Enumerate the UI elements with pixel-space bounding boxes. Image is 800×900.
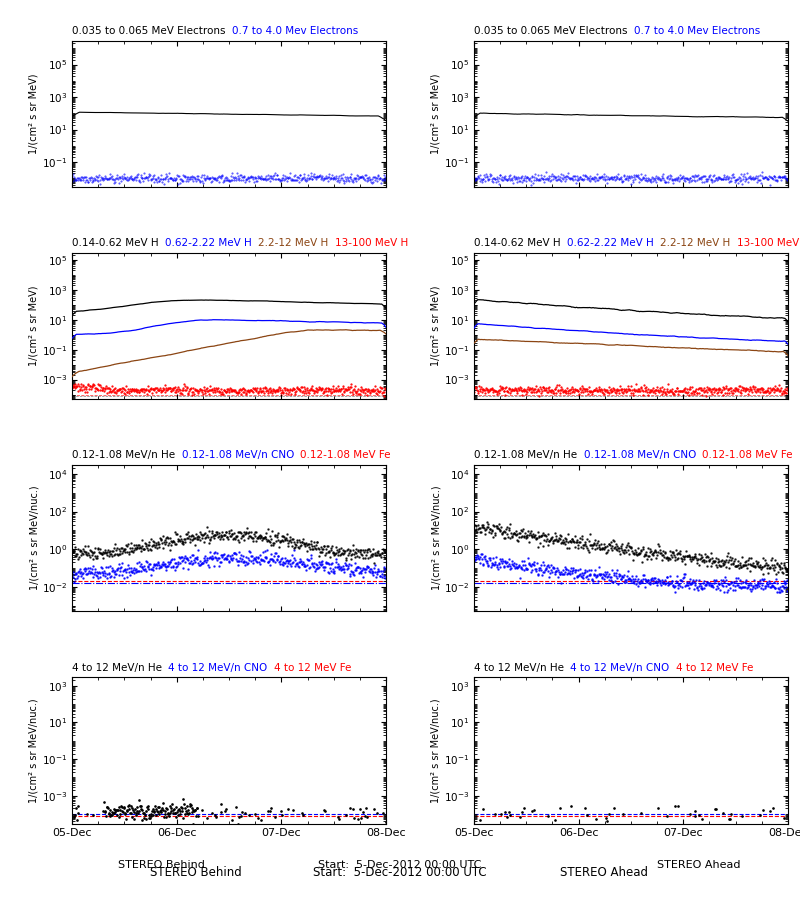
Y-axis label: 1/(cm² s sr MeV): 1/(cm² s sr MeV) [431, 74, 441, 154]
Text: STEREO Ahead: STEREO Ahead [560, 866, 648, 878]
Text: 4 to 12 MeV/n CNO: 4 to 12 MeV/n CNO [169, 662, 274, 672]
Text: STEREO Ahead: STEREO Ahead [657, 860, 740, 870]
Text: 0.62-2.22 MeV H: 0.62-2.22 MeV H [165, 238, 258, 248]
Text: 0.12-1.08 MeV Fe: 0.12-1.08 MeV Fe [301, 450, 391, 461]
Y-axis label: 1/(cm² s sr MeV/nuc.): 1/(cm² s sr MeV/nuc.) [29, 698, 39, 803]
Text: 0.12-1.08 MeV/n CNO: 0.12-1.08 MeV/n CNO [182, 450, 301, 461]
Y-axis label: 1/(cm² s sr MeV/nuc.): 1/(cm² s sr MeV/nuc.) [29, 486, 39, 590]
Text: STEREO Behind: STEREO Behind [150, 866, 242, 878]
Text: 0.7 to 4.0 Mev Electrons: 0.7 to 4.0 Mev Electrons [232, 26, 358, 36]
Text: 0.12-1.08 MeV Fe: 0.12-1.08 MeV Fe [702, 450, 793, 461]
Y-axis label: 1/(cm² s sr MeV): 1/(cm² s sr MeV) [29, 74, 39, 154]
Text: Start:  5-Dec-2012 00:00 UTC: Start: 5-Dec-2012 00:00 UTC [313, 866, 487, 878]
Text: 0.12-1.08 MeV/n CNO: 0.12-1.08 MeV/n CNO [583, 450, 702, 461]
Text: 0.035 to 0.065 MeV Electrons: 0.035 to 0.065 MeV Electrons [474, 26, 634, 36]
Text: 4 to 12 MeV Fe: 4 to 12 MeV Fe [676, 662, 754, 672]
Y-axis label: 1/(cm² s sr MeV/nuc.): 1/(cm² s sr MeV/nuc.) [431, 486, 441, 590]
Text: 13-100 MeV H: 13-100 MeV H [335, 238, 408, 248]
Text: 4 to 12 MeV Fe: 4 to 12 MeV Fe [274, 662, 352, 672]
Text: 2.2-12 MeV H: 2.2-12 MeV H [258, 238, 335, 248]
Text: 0.12-1.08 MeV/n He: 0.12-1.08 MeV/n He [474, 450, 583, 461]
Text: 0.035 to 0.065 MeV Electrons: 0.035 to 0.065 MeV Electrons [72, 26, 232, 36]
Text: 0.12-1.08 MeV/n He: 0.12-1.08 MeV/n He [72, 450, 182, 461]
Text: 4 to 12 MeV/n He: 4 to 12 MeV/n He [72, 662, 169, 672]
Text: Start:  5-Dec-2012 00:00 UTC: Start: 5-Dec-2012 00:00 UTC [318, 860, 482, 870]
Text: STEREO Behind: STEREO Behind [118, 860, 205, 870]
Text: 0.14-0.62 MeV H: 0.14-0.62 MeV H [72, 238, 165, 248]
Text: 4 to 12 MeV/n CNO: 4 to 12 MeV/n CNO [570, 662, 676, 672]
Y-axis label: 1/(cm² s sr MeV/nuc.): 1/(cm² s sr MeV/nuc.) [431, 698, 441, 803]
Text: 0.14-0.62 MeV H: 0.14-0.62 MeV H [474, 238, 567, 248]
Y-axis label: 1/(cm² s sr MeV): 1/(cm² s sr MeV) [431, 285, 441, 366]
Text: 13-100 MeV H: 13-100 MeV H [737, 238, 800, 248]
Y-axis label: 1/(cm² s sr MeV): 1/(cm² s sr MeV) [29, 285, 39, 366]
Text: 0.62-2.22 MeV H: 0.62-2.22 MeV H [567, 238, 660, 248]
Text: 4 to 12 MeV/n He: 4 to 12 MeV/n He [474, 662, 570, 672]
Text: 2.2-12 MeV H: 2.2-12 MeV H [660, 238, 737, 248]
Text: 0.7 to 4.0 Mev Electrons: 0.7 to 4.0 Mev Electrons [634, 26, 760, 36]
